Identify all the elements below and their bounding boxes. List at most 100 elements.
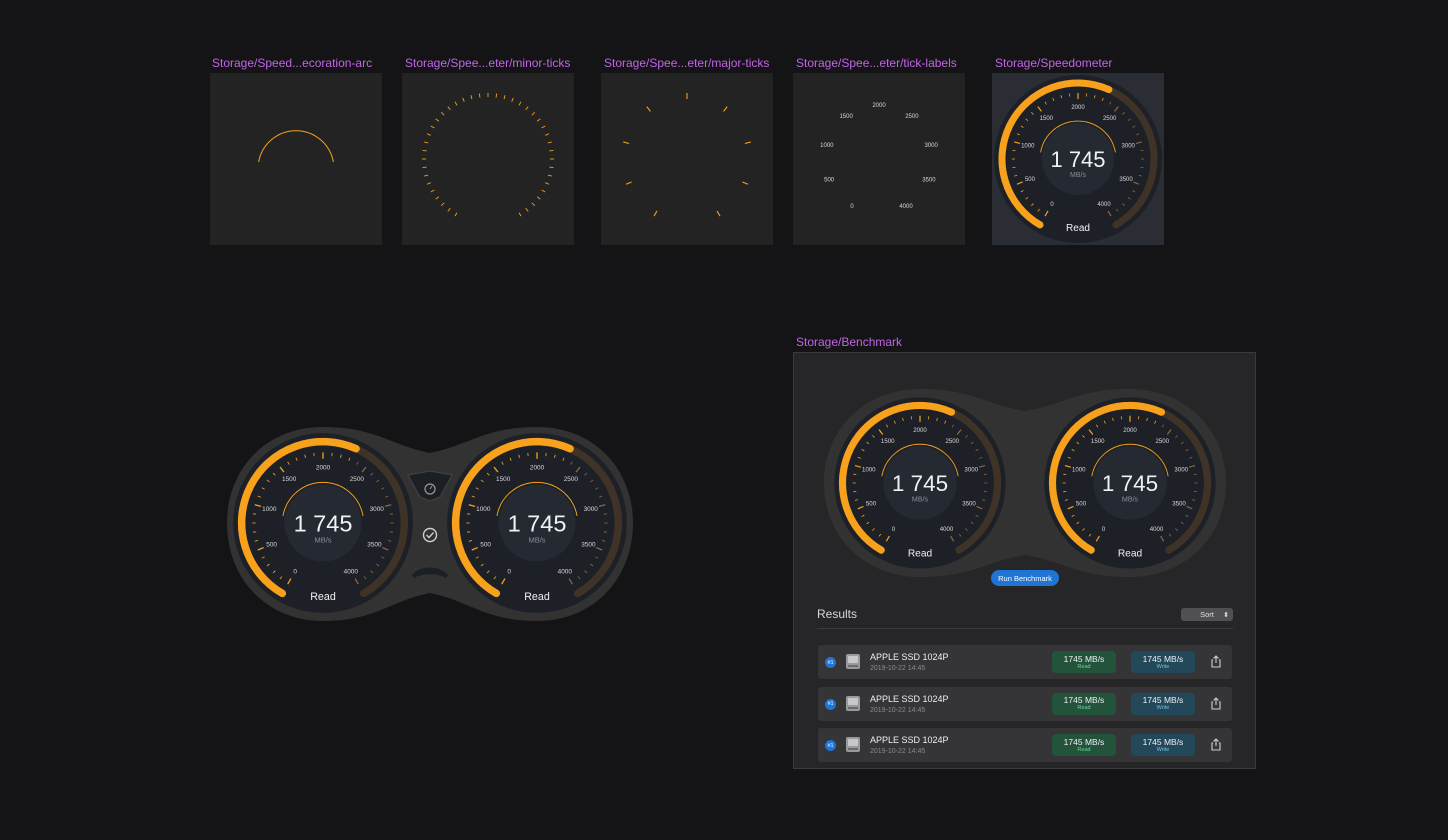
gauge-inner-dial — [883, 446, 957, 520]
minor-tick — [370, 570, 374, 574]
minor-tick — [422, 166, 427, 169]
major-tick — [1016, 181, 1023, 185]
share-icon[interactable] — [1210, 738, 1222, 751]
minor-tick — [1132, 125, 1136, 128]
major-ticks — [623, 93, 751, 217]
minor-tick — [981, 499, 986, 501]
result-row[interactable]: #1 APPLE SSD 1024P 2019-10-22 14:45 1745… — [818, 645, 1232, 679]
minor-tick — [486, 570, 490, 574]
minor-tick — [348, 457, 351, 461]
minor-tick — [1037, 208, 1040, 212]
share-icon[interactable] — [1210, 696, 1222, 710]
minor-tick — [541, 189, 546, 193]
minor-tick — [1191, 499, 1196, 501]
minor-tick — [511, 97, 514, 102]
minor-tick — [857, 456, 861, 459]
minor-tick — [562, 457, 565, 461]
share-icon[interactable] — [1210, 655, 1222, 668]
minor-tick — [1060, 95, 1063, 99]
frame-label-minor-ticks: Storage/Spee...eter/minor-ticks — [405, 56, 571, 70]
tick-label: 0 — [1050, 202, 1054, 208]
minor-tick — [266, 479, 270, 483]
minor-tick — [902, 417, 904, 422]
tick-label: 2500 — [350, 476, 365, 483]
minor-tick — [501, 461, 504, 465]
tick-label: 2500 — [1103, 116, 1117, 122]
minor-tick — [1189, 456, 1193, 459]
tick-label: 500 — [266, 541, 277, 548]
result-row[interactable]: #1 APPLE SSD 1024P 2019-10-22 14:45 1745… — [818, 728, 1232, 762]
tick-label: 1500 — [496, 476, 511, 483]
minor-tick — [545, 182, 550, 185]
minor-tick — [1031, 112, 1034, 115]
tick-label: 500 — [480, 541, 491, 548]
result-row[interactable]: #1 APPLE SSD 1024P 2019-10-22 14:45 1745… — [818, 686, 1232, 721]
major-tick — [1160, 535, 1165, 542]
tick-label: 4000 — [344, 568, 359, 575]
major-tick — [1133, 181, 1140, 185]
chevron-updown-icon: ⬍ — [1223, 611, 1229, 619]
major-tick — [625, 181, 632, 185]
sort-label: Sort — [1200, 610, 1214, 619]
minor-tick — [595, 487, 599, 490]
major-tick — [1114, 106, 1119, 112]
minor-tick — [1082, 528, 1085, 531]
major-tick — [1044, 210, 1049, 217]
gauge-unit: MB/s — [1070, 172, 1086, 179]
minor-tick — [430, 189, 435, 193]
frame-label-tick-labels: Storage/Spee...eter/tick-labels — [796, 56, 957, 70]
minor-tick — [509, 457, 512, 461]
tick-label: 500 — [1025, 177, 1036, 183]
minor-tick — [525, 207, 529, 212]
minor-tick — [363, 576, 367, 580]
minor-tick — [518, 454, 520, 458]
decoration-arc — [258, 130, 334, 163]
tick-label: 0 — [293, 568, 297, 575]
hard-drive-icon — [846, 737, 860, 752]
minor-tick — [1154, 420, 1157, 424]
write-speed-value: 1745 MB/s — [1142, 736, 1184, 747]
minor-tick — [590, 563, 594, 567]
major-tick — [854, 464, 862, 468]
tick-label: 1500 — [1040, 116, 1054, 122]
minor-tick — [1109, 101, 1112, 105]
minor-tick — [447, 207, 451, 212]
minor-tick — [1168, 533, 1172, 537]
major-tick — [744, 141, 751, 145]
major-tick — [354, 578, 359, 585]
tick-label: 2000 — [872, 103, 886, 109]
minor-tick — [475, 556, 479, 559]
major-tick — [598, 504, 606, 508]
minor-tick — [936, 417, 938, 422]
tick-label: 4000 — [1150, 526, 1164, 533]
major-tick — [885, 535, 890, 542]
minor-tick — [287, 461, 290, 465]
major-tick — [501, 578, 506, 585]
gauge-unit: MB/s — [912, 495, 929, 503]
write-speed-value: 1745 MB/s — [1142, 653, 1184, 664]
gauge-value: 1 745 — [1102, 471, 1158, 496]
major-tick — [468, 504, 476, 508]
minor-tick — [1116, 208, 1119, 212]
minor-tick — [266, 563, 270, 567]
rank-badge: #1 — [825, 740, 836, 751]
major-tick — [1088, 429, 1094, 435]
minor-tick — [1103, 420, 1106, 424]
minor-tick — [1185, 448, 1189, 452]
run-benchmark-button[interactable]: Run Benchmark — [991, 570, 1059, 586]
minor-tick — [584, 472, 588, 476]
minor-tick — [1132, 190, 1136, 193]
sort-select[interactable]: Sort ⬍ — [1181, 608, 1233, 621]
minor-tick — [951, 424, 955, 428]
minor-tick — [1136, 133, 1140, 136]
major-tick — [976, 505, 983, 510]
minor-tick — [279, 576, 283, 580]
tick-label: 3000 — [964, 466, 978, 473]
minor-tick — [958, 533, 962, 537]
minor-tick — [595, 556, 599, 559]
minor-tick — [1127, 118, 1131, 121]
minor-tick — [1071, 514, 1075, 518]
gauge-mode-label: Read — [908, 548, 933, 559]
minor-tick — [1185, 514, 1189, 518]
minor-tick — [441, 112, 445, 116]
